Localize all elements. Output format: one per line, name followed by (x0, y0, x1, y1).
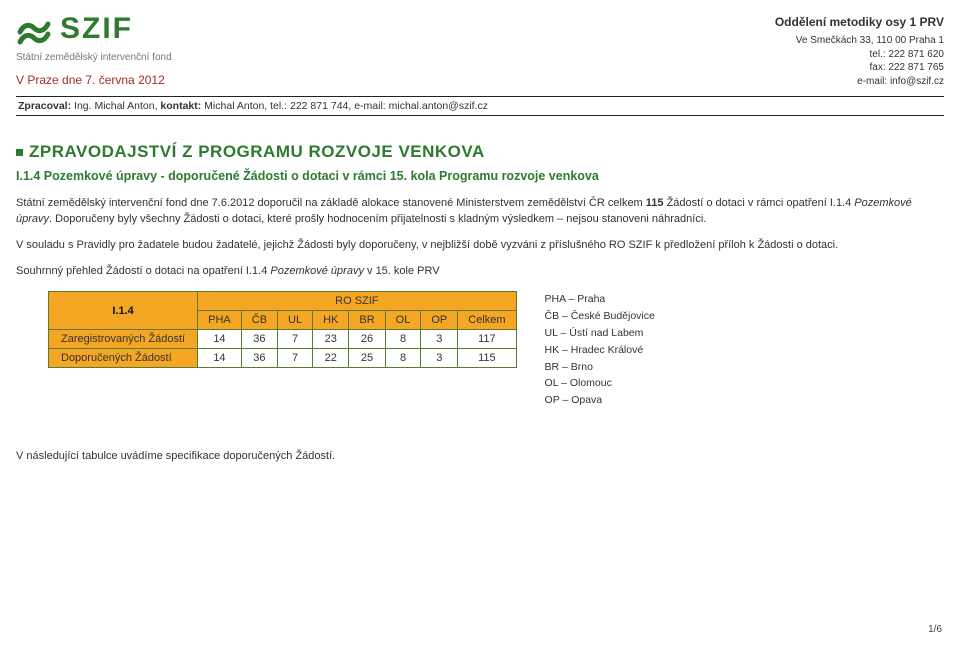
p1-e: . Doporučeny byly všechny Žádosti o dota… (49, 213, 706, 225)
cell: 3 (421, 330, 458, 349)
col-op: OP (421, 311, 458, 330)
logo-block: SZIF Státní zemědělský intervenční fond … (16, 14, 172, 87)
cell: 7 (278, 330, 313, 349)
p1-c: Žádostí o dotaci v rámci opatření I.1.4 (664, 197, 855, 209)
legend-item: ČB – České Budějovice (545, 308, 655, 325)
address: Ve Smečkách 33, 110 00 Praha 1 (775, 34, 944, 48)
page-subtitle: I.1.4 Pozemkové úpravy - doporučené Žádo… (16, 168, 944, 186)
p3-measure: Pozemkové úpravy (270, 265, 364, 277)
cell: 117 (458, 330, 516, 349)
cell: 22 (313, 349, 349, 368)
email: e-mail: info@szif.cz (775, 75, 944, 89)
paragraph-1: Státní zemědělský intervenční fond dne 7… (16, 196, 944, 228)
legend-item: BR – Brno (545, 359, 655, 376)
paragraph-3: Souhrnný přehled Žádostí o dotaci na opa… (16, 264, 944, 280)
logo-subtitle: Státní zemědělský intervenční fond (16, 52, 172, 63)
col-hk: HK (313, 311, 349, 330)
p3-c: v 15. kole PRV (364, 265, 440, 277)
cell: 36 (241, 330, 277, 349)
row-label: Doporučených Žádostí (49, 349, 198, 368)
cell: 115 (458, 349, 516, 368)
cell: 8 (385, 330, 421, 349)
p3-a: Souhrnný přehled Žádostí o dotaci na opa… (16, 265, 270, 277)
date-city: V Praze dne 7. června 2012 (16, 73, 172, 87)
legend-item: OL – Olomouc (545, 375, 655, 392)
cell: 7 (278, 349, 313, 368)
page-number: 1/6 (928, 624, 942, 635)
paragraph-2: V souladu s Pravidly pro žadatele budou … (16, 238, 944, 254)
contact-block: Oddělení metodiky osy 1 PRV Ve Smečkách … (775, 14, 944, 88)
cell: 26 (349, 330, 385, 349)
tel: tel.: 222 871 620 (775, 48, 944, 62)
processed-val-1: Ing. Michal Anton, (71, 100, 160, 112)
legend: PHA – Praha ČB – České Budějovice UL – Ú… (545, 291, 655, 409)
table-group-header: RO SZIF (198, 292, 516, 311)
main-content: ZPRAVODAJSTVÍ Z PROGRAMU ROZVOJE VENKOVA… (16, 142, 944, 465)
cell: 14 (198, 349, 242, 368)
cell: 36 (241, 349, 277, 368)
summary-table: I.1.4 RO SZIF PHA ČB UL HK BR OL OP Celk… (48, 291, 517, 368)
bullet-icon (16, 149, 23, 156)
fax: fax: 222 871 765 (775, 61, 944, 75)
dept-title: Oddělení metodiky osy 1 PRV (775, 14, 944, 30)
table-row: Doporučených Žádostí 14 36 7 22 25 8 3 1… (49, 349, 517, 368)
col-cb: ČB (241, 311, 277, 330)
legend-item: OP – Opava (545, 392, 655, 409)
col-total: Celkem (458, 311, 516, 330)
processed-label-1: Zpracoval: (18, 100, 71, 112)
header: SZIF Státní zemědělský intervenční fond … (16, 14, 944, 88)
processed-bar: Zpracoval: Ing. Michal Anton, kontakt: M… (16, 96, 944, 116)
table-corner: I.1.4 (49, 292, 198, 330)
legend-item: PHA – Praha (545, 291, 655, 308)
col-ol: OL (385, 311, 421, 330)
cell: 14 (198, 330, 242, 349)
cell: 8 (385, 349, 421, 368)
processed-label-2: kontakt: (160, 100, 201, 112)
logo-icon (16, 14, 52, 50)
cell: 23 (313, 330, 349, 349)
logo-text: SZIF (60, 14, 133, 44)
col-br: BR (349, 311, 385, 330)
table-row: Zaregistrovaných Žádostí 14 36 7 23 26 8… (49, 330, 517, 349)
p1-count: 115 (646, 197, 664, 209)
p1-a: Státní zemědělský intervenční fond dne 7… (16, 197, 646, 209)
row-label: Zaregistrovaných Žádostí (49, 330, 198, 349)
page-title: ZPRAVODAJSTVÍ Z PROGRAMU ROZVOJE VENKOVA (29, 142, 485, 162)
col-ul: UL (278, 311, 313, 330)
closing-paragraph: V následující tabulce uvádíme specifikac… (16, 449, 944, 465)
cell: 25 (349, 349, 385, 368)
legend-item: HK – Hradec Králové (545, 342, 655, 359)
cell: 3 (421, 349, 458, 368)
legend-item: UL – Ústí nad Labem (545, 325, 655, 342)
col-pha: PHA (198, 311, 242, 330)
processed-val-2: Michal Anton, tel.: 222 871 744, e-mail:… (201, 100, 488, 112)
